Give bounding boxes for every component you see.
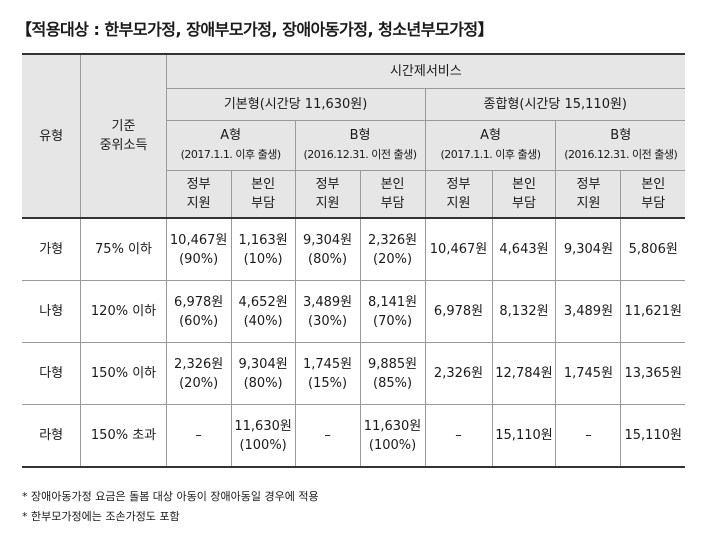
- fee-cell: –: [424, 404, 493, 469]
- footnotes: * 장애아동가정 요금은 돌봄 대상 아동이 장애아동일 경우에 적용 * 한부…: [22, 487, 319, 527]
- fee-cell: 1,163원 (10%): [230, 217, 296, 282]
- fee-cell: 3,489원: [555, 280, 622, 344]
- fee-cell: –: [294, 404, 361, 469]
- header-comp-type-a: A형 (2017.1.1. 이후 출생): [424, 119, 557, 171]
- header-self-pay: 본인 부담: [491, 169, 557, 220]
- row-income: 150% 초과: [80, 404, 167, 469]
- header-self-pay: 본인 부담: [230, 169, 296, 220]
- fee-cell: 5,806원: [620, 217, 685, 282]
- fee-cell: 9,304원 (80%): [230, 342, 296, 406]
- footnote: * 장애아동가정 요금은 돌봄 대상 아동이 장애아동일 경우에 적용: [22, 490, 319, 503]
- row-income: 120% 이하: [80, 280, 167, 344]
- fee-cell: 1,745원: [555, 342, 622, 406]
- fee-cell: 4,643원: [491, 217, 557, 282]
- fee-cell: 4,652원 (40%): [230, 280, 296, 344]
- fee-table: 유형 기준 중위소득 시간제서비스 기본형(시간당 11,630원) 종합형(시간…: [22, 52, 685, 469]
- fee-cell: 9,304원 (80%): [294, 217, 361, 282]
- header-gov-support: 정부 지원: [424, 169, 493, 220]
- header-income: 기준 중위소득: [80, 52, 167, 219]
- table-row: 나형 120% 이하 6,978원 (60%) 4,652원 (40%) 3,489원 (30…: [22, 280, 685, 344]
- header-basic: 기본형(시간당 11,630원): [166, 87, 426, 121]
- fee-cell: 13,365원: [620, 342, 685, 406]
- table-row: 다형 150% 이하 2,326원 (20%) 9,304원 (80%) 1,745원 (15…: [22, 342, 685, 406]
- fee-cell: 9,885원 (85%): [359, 342, 426, 406]
- header-type: 유형: [22, 52, 82, 219]
- header-basic-type-b: B형 (2016.12.31. 이전 출생): [294, 119, 426, 171]
- fee-cell: 1,745원 (15%): [294, 342, 361, 406]
- row-type: 나형: [22, 280, 82, 344]
- header-basic-type-a: A형 (2017.1.1. 이후 출생): [166, 119, 296, 171]
- footnote: * 한부모가정에는 조손가정도 포함: [22, 510, 180, 523]
- header-service: 시간제서비스: [165, 52, 685, 89]
- table-row: 가형 75% 이하 10,467원 (90%) 1,163원 (10%) 9,304원 (80…: [22, 217, 685, 282]
- page-title: 【적용대상 : 한부모가정, 장애부모가정, 장애아동가정, 청소년부모가정】: [16, 20, 494, 39]
- table-row: 라형 150% 초과 –11,630원 (100%) –11,630원 (100%) –15…: [22, 404, 685, 469]
- fee-cell: 8,132원: [491, 280, 557, 344]
- header-comp-type-b: B형 (2016.12.31. 이전 출생): [555, 119, 685, 171]
- fee-cell: 15,110원: [620, 404, 685, 469]
- fee-cell: 15,110원: [491, 404, 557, 469]
- fee-cell: 6,978원: [424, 280, 493, 344]
- header-comprehensive: 종합형(시간당 15,110원): [424, 87, 685, 121]
- fee-cell: 2,326원 (20%): [359, 217, 426, 282]
- fee-cell: 8,141원 (70%): [359, 280, 426, 344]
- fee-cell: 6,978원 (60%): [165, 280, 232, 344]
- fee-cell: 11,630원 (100%): [230, 404, 296, 469]
- row-income: 75% 이하: [80, 217, 167, 282]
- header-self-pay: 본인 부담: [620, 169, 685, 220]
- fee-cell: 12,784원: [491, 342, 557, 406]
- fee-cell: –: [165, 404, 232, 469]
- fee-cell: 10,467원: [424, 217, 493, 282]
- row-type: 라형: [22, 404, 82, 469]
- fee-cell: 2,326원: [424, 342, 493, 406]
- fee-cell: 3,489원 (30%): [294, 280, 361, 344]
- fee-cell: 2,326원 (20%): [165, 342, 232, 406]
- header-gov-support: 정부 지원: [555, 169, 622, 220]
- row-type: 다형: [22, 342, 82, 406]
- fee-cell: 11,630원 (100%): [359, 404, 426, 469]
- header-self-pay: 본인 부담: [359, 169, 426, 220]
- fee-cell: –: [555, 404, 622, 469]
- row-type: 가형: [22, 217, 82, 282]
- fee-cell: 11,621원: [620, 280, 685, 344]
- fee-cell: 10,467원 (90%): [165, 217, 232, 282]
- header-gov-support: 정부 지원: [294, 169, 361, 220]
- header-gov-support: 정부 지원: [166, 169, 232, 220]
- row-income: 150% 이하: [80, 342, 167, 406]
- fee-cell: 9,304원: [555, 217, 622, 282]
